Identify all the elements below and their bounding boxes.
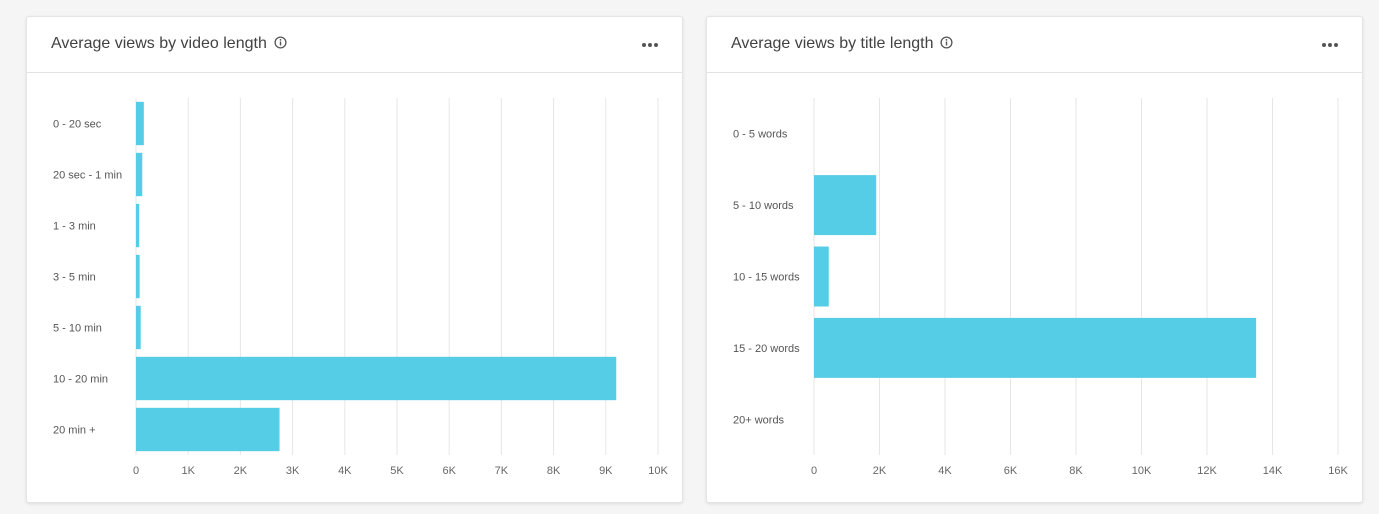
x-tick-label: 10K bbox=[648, 465, 668, 477]
title-length-chart: 0 2K 4K 6K 8K 10K 12K 14K 16K 0 - 5 words 5 - 10 w… bbox=[733, 98, 1348, 477]
more-options-button[interactable] bbox=[640, 37, 660, 53]
x-tick-label: 10K bbox=[1132, 465, 1152, 477]
video-length-chart: 0 1K 2K 3K 4K 5K 6K 7K 8K 9K 10K 0 - 20 sec 20 sec -… bbox=[53, 98, 668, 477]
bar bbox=[136, 254, 140, 299]
x-tick-label: 12K bbox=[1197, 465, 1217, 477]
card-title: Average views by title length bbox=[731, 35, 954, 53]
bar bbox=[136, 356, 617, 401]
x-tick-label: 14K bbox=[1263, 465, 1283, 477]
card-header: Average views by title length bbox=[707, 17, 1362, 73]
card-title-text: Average views by video length bbox=[51, 35, 267, 52]
bar bbox=[136, 152, 143, 197]
bar bbox=[136, 305, 141, 350]
category-label: 20 sec - 1 min bbox=[53, 170, 122, 182]
category-label: 0 - 5 words bbox=[733, 129, 788, 141]
category-label: 5 - 10 min bbox=[53, 323, 102, 335]
bar bbox=[136, 203, 140, 248]
x-tick-label: 6K bbox=[1004, 465, 1018, 477]
x-tick-label: 8K bbox=[1069, 465, 1083, 477]
category-label: 5 - 10 words bbox=[733, 200, 794, 212]
x-tick-label: 4K bbox=[338, 465, 352, 477]
card-title: Average views by video length bbox=[51, 35, 287, 53]
info-icon[interactable] bbox=[940, 36, 954, 49]
title-length-card: Average views by title length 0 2K 4K 6K 8K 1… bbox=[706, 16, 1363, 503]
x-tick-label: 2K bbox=[873, 465, 887, 477]
x-tick-label: 3K bbox=[286, 465, 300, 477]
bar bbox=[814, 246, 829, 307]
bar bbox=[814, 317, 1257, 378]
x-tick-label: 4K bbox=[938, 465, 952, 477]
category-label: 3 - 5 min bbox=[53, 272, 96, 284]
bar bbox=[136, 101, 144, 146]
card-header: Average views by video length bbox=[27, 17, 682, 73]
x-tick-label: 5K bbox=[390, 465, 404, 477]
x-tick-label: 16K bbox=[1328, 465, 1348, 477]
video-length-card: Average views by video length 0 1K 2K 3K 4K 5… bbox=[26, 16, 683, 503]
x-tick-label: 6K bbox=[442, 465, 456, 477]
x-tick-label: 8K bbox=[547, 465, 561, 477]
x-tick-label: 7K bbox=[495, 465, 509, 477]
more-options-button[interactable] bbox=[1320, 37, 1340, 53]
category-label: 15 - 20 words bbox=[733, 343, 800, 355]
bar bbox=[136, 407, 280, 452]
info-icon[interactable] bbox=[274, 36, 287, 49]
x-tick-label: 9K bbox=[599, 465, 613, 477]
x-tick-label: 2K bbox=[234, 465, 248, 477]
category-label: 10 - 15 words bbox=[733, 272, 800, 284]
category-label: 20+ words bbox=[733, 414, 785, 426]
category-label: 0 - 20 sec bbox=[53, 119, 102, 131]
category-label: 1 - 3 min bbox=[53, 221, 96, 233]
x-tick-label: 0 bbox=[811, 465, 817, 477]
card-title-text: Average views by title length bbox=[731, 35, 934, 52]
category-label: 20 min + bbox=[53, 425, 96, 437]
x-tick-label: 1K bbox=[181, 465, 195, 477]
category-label: 10 - 20 min bbox=[53, 374, 108, 386]
x-tick-label: 0 bbox=[133, 465, 139, 477]
bar bbox=[814, 175, 877, 236]
